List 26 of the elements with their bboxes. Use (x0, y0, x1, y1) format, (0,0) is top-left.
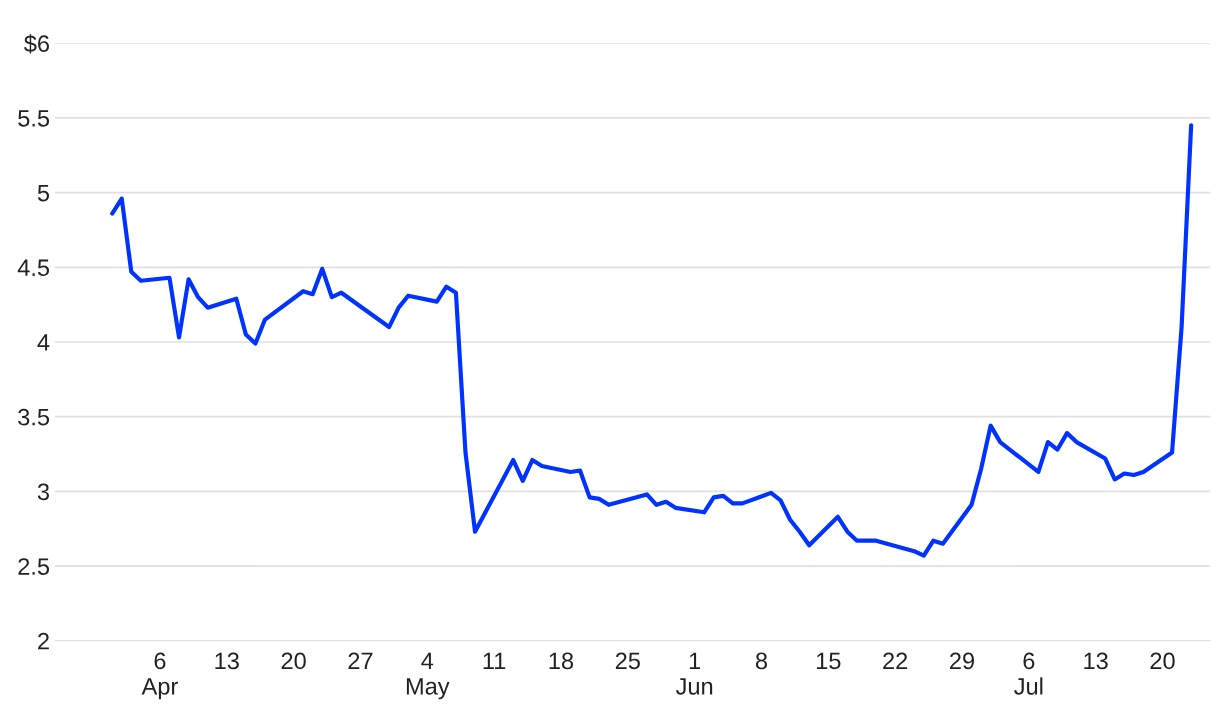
y-tick-label: 5 (37, 184, 50, 202)
line-series (110, 123, 1194, 558)
y-tick-label: 4 (37, 334, 50, 351)
y-tick-label: 5.5 (18, 110, 50, 127)
x-tick-label: 8 (755, 652, 768, 670)
x-tick-label: 4 May (406, 652, 450, 700)
x-tick-label: 11 (483, 652, 506, 670)
x-tick-label: 6 Jul (1014, 652, 1043, 695)
y-tick-label: 4.5 (17, 259, 50, 277)
x-tick-label: 13 (215, 652, 239, 670)
x-tick-label: 20 (281, 652, 306, 670)
x-tick-label: 25 (615, 652, 640, 670)
y-tick-label: 3.5 (18, 408, 50, 426)
x-tick-label: 20 (1150, 652, 1175, 670)
x-tick-label: 1 Jun (675, 652, 713, 695)
x-tick-label: 18 (549, 652, 574, 670)
x-tick-label: 29 (950, 652, 974, 670)
x-tick-label: 15 (816, 652, 841, 670)
y-tick-label: 3 (37, 483, 49, 501)
y-tick-label: 2.5 (18, 558, 50, 575)
x-tick-label: 22 (883, 652, 908, 670)
y-tick-label: $6 (24, 34, 49, 54)
x-tick-label: 27 (348, 652, 373, 670)
y-tick-label: 2 (38, 632, 49, 650)
x-tick-label: 13 (1084, 652, 1108, 670)
x-tick-label: 6 Apr (141, 652, 178, 700)
